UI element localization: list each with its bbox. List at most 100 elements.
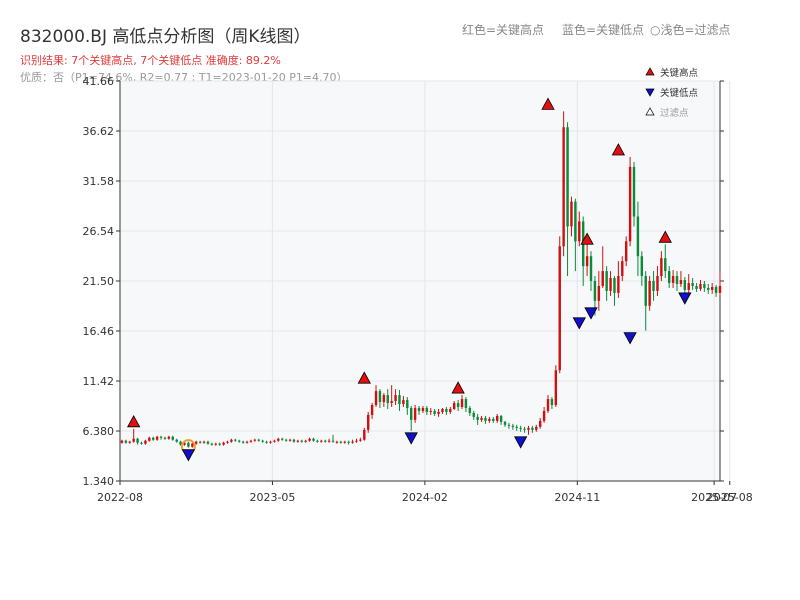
legend-label: 过滤点 bbox=[660, 107, 689, 119]
candle-body bbox=[206, 441, 210, 444]
x-tick-label: 2024-02 bbox=[402, 491, 448, 504]
candle-body bbox=[452, 403, 456, 409]
candle-body bbox=[413, 407, 417, 420]
candle-body bbox=[464, 399, 468, 408]
candle-body bbox=[277, 438, 280, 441]
candle-body bbox=[468, 407, 472, 413]
candle-body bbox=[421, 407, 425, 411]
key-low-marker bbox=[404, 432, 418, 445]
candle-body bbox=[343, 441, 346, 443]
candle-body bbox=[394, 395, 397, 402]
candle-body bbox=[605, 271, 608, 291]
candle-body bbox=[214, 443, 217, 445]
candle-body bbox=[476, 416, 479, 420]
candle-body bbox=[632, 166, 636, 217]
candle-body bbox=[445, 408, 448, 412]
key-low-marker bbox=[513, 436, 528, 449]
candle-body bbox=[359, 439, 362, 441]
key-low-marker bbox=[623, 332, 637, 345]
candle-body bbox=[386, 395, 389, 404]
candle-body bbox=[679, 280, 683, 284]
candle-body bbox=[628, 166, 632, 242]
candle-body bbox=[621, 261, 624, 277]
candle-body bbox=[284, 439, 288, 441]
candle-body bbox=[363, 429, 366, 440]
candle-body bbox=[425, 407, 429, 412]
candle-body bbox=[167, 436, 171, 439]
candle-body bbox=[562, 127, 565, 247]
candle-body bbox=[366, 414, 370, 430]
candle-body bbox=[316, 440, 319, 442]
candle-body bbox=[355, 440, 358, 442]
x-tick-label: 2023-05 bbox=[249, 491, 295, 504]
candle-body bbox=[472, 412, 475, 417]
candle-body bbox=[542, 410, 546, 421]
candle-body bbox=[585, 256, 589, 267]
candle-body bbox=[257, 439, 260, 441]
candle-body bbox=[304, 440, 307, 442]
candle-body bbox=[327, 440, 331, 442]
y-tick-label: 11.42 bbox=[83, 375, 115, 388]
candle-body bbox=[308, 438, 311, 441]
y-tick-label: 16.46 bbox=[83, 325, 115, 338]
y-tick-label: 36.62 bbox=[83, 125, 115, 138]
note-red-high: 红色=关键高点 bbox=[462, 23, 545, 37]
candle-body bbox=[652, 281, 655, 291]
candle-body bbox=[179, 441, 182, 445]
candle-body bbox=[671, 276, 675, 283]
candle-body bbox=[644, 276, 647, 306]
key-low-marker bbox=[572, 317, 586, 330]
candle-body bbox=[155, 436, 159, 440]
candle-body bbox=[324, 440, 327, 442]
candle-body bbox=[245, 441, 249, 443]
candle-body bbox=[171, 436, 174, 440]
candle-body bbox=[597, 285, 601, 301]
candle-body bbox=[370, 405, 374, 415]
candle-body bbox=[191, 443, 194, 447]
candle-body bbox=[152, 437, 155, 440]
candle-body bbox=[261, 440, 264, 442]
candle-body bbox=[253, 439, 257, 441]
candle-body bbox=[499, 415, 503, 422]
candle-body bbox=[148, 437, 151, 441]
candle-body bbox=[554, 370, 558, 406]
candle-body bbox=[437, 411, 440, 414]
candle-body bbox=[187, 442, 190, 447]
candle-body bbox=[163, 437, 167, 439]
candle-body bbox=[609, 278, 612, 291]
key-high-marker bbox=[357, 371, 371, 384]
candle-body bbox=[480, 417, 483, 420]
note-blue-low: 蓝色=关键低点 bbox=[562, 23, 645, 37]
candle-body bbox=[488, 418, 491, 421]
candle-body bbox=[226, 441, 229, 443]
y-tick-label: 26.54 bbox=[83, 225, 115, 238]
legend-marker bbox=[645, 88, 655, 97]
candle-body bbox=[484, 417, 487, 421]
y-tick-label: 21.50 bbox=[83, 275, 115, 288]
candle-body bbox=[288, 439, 292, 441]
candle-body bbox=[312, 438, 315, 441]
x-tick-label: 2025-08 bbox=[707, 491, 753, 504]
candle-body bbox=[374, 391, 378, 406]
chart-title: 832000.BJ 高低点分析图（周K线图） bbox=[20, 27, 311, 47]
candle-body bbox=[140, 442, 143, 444]
candle-body bbox=[710, 286, 714, 290]
key-low-marker bbox=[181, 449, 196, 462]
candle-body bbox=[296, 440, 300, 442]
candle-body bbox=[640, 256, 644, 277]
candle-body bbox=[406, 400, 409, 408]
key-high-marker bbox=[451, 381, 465, 394]
candle-body bbox=[492, 418, 495, 421]
candle-body bbox=[667, 271, 671, 283]
candle-body bbox=[128, 441, 131, 443]
candle-body bbox=[249, 440, 253, 442]
candle-body bbox=[636, 216, 640, 257]
candle-body bbox=[527, 427, 530, 430]
candle-body bbox=[398, 395, 401, 405]
candle-body bbox=[648, 281, 651, 306]
candle-body bbox=[538, 420, 542, 427]
candle-body bbox=[660, 258, 663, 277]
note-filtered: ○浅色=过滤点 bbox=[650, 23, 731, 37]
candle-body bbox=[495, 415, 499, 421]
